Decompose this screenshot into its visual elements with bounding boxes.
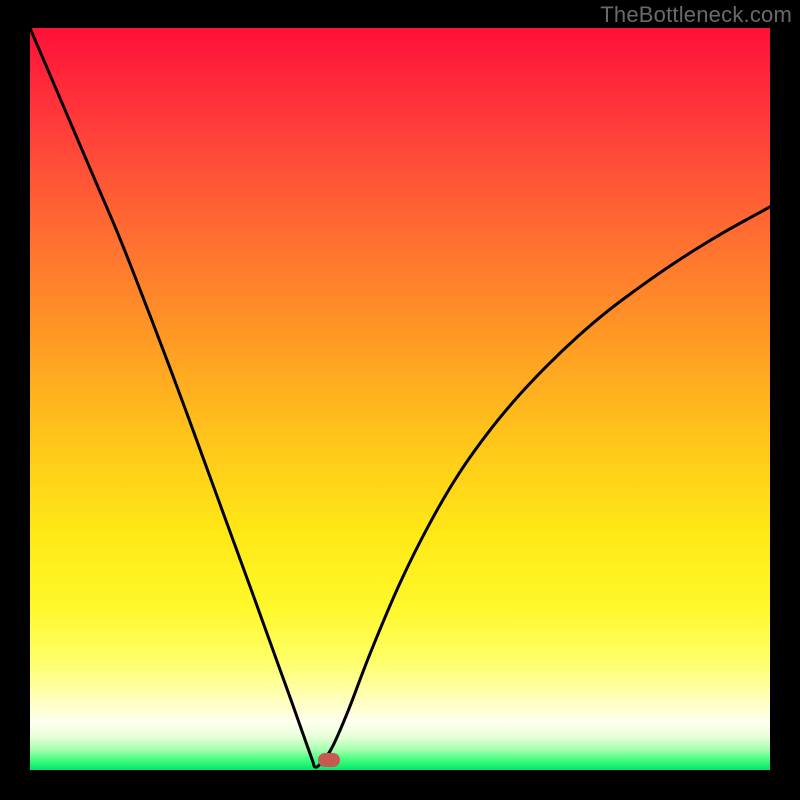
watermark-text: TheBottleneck.com <box>600 2 792 28</box>
bottleneck-curve <box>30 28 770 770</box>
minimum-marker <box>318 753 340 767</box>
chart-plot-area <box>30 28 770 770</box>
curve-path <box>30 28 770 767</box>
